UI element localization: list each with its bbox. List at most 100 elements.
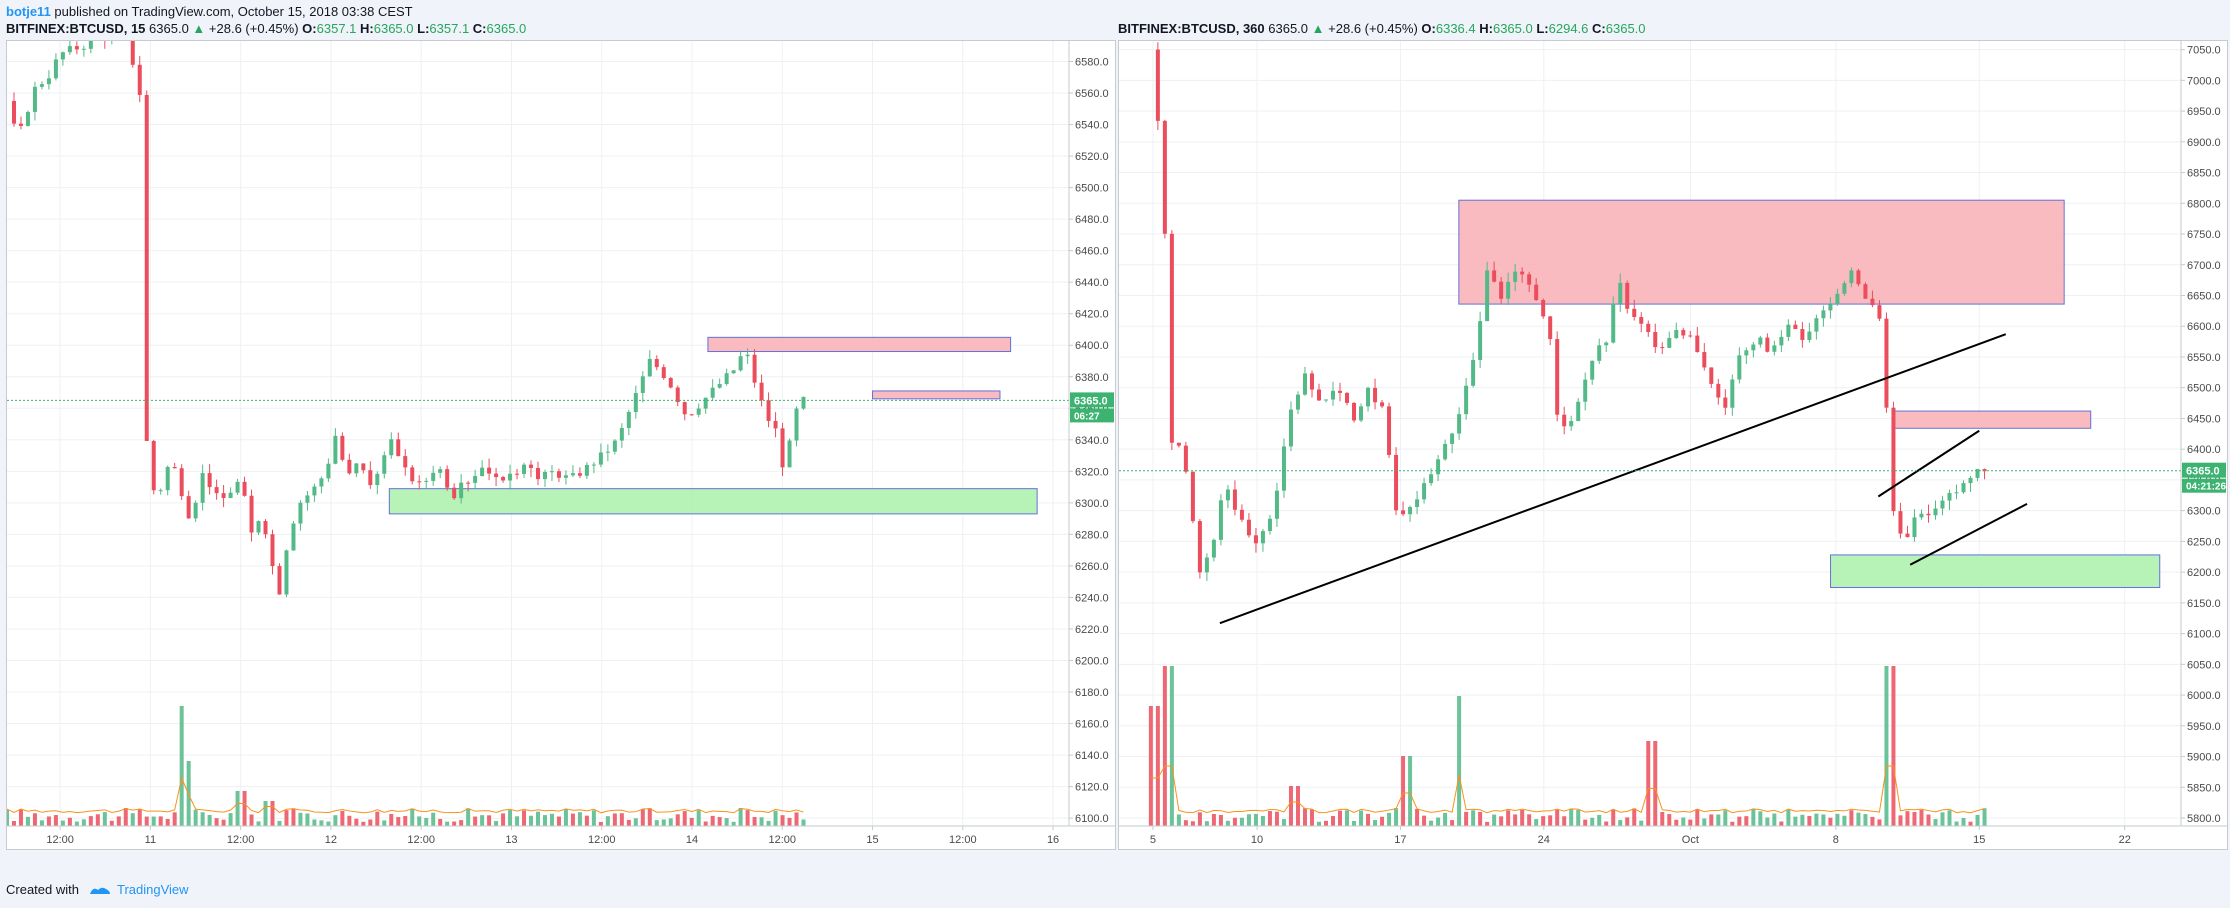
candle-body <box>1912 517 1917 538</box>
volume-bar <box>1919 809 1924 826</box>
volume-bar <box>333 815 338 826</box>
low-value: 6294.6 <box>1548 21 1589 36</box>
candle-body <box>577 473 582 476</box>
volume-bar <box>1267 811 1272 826</box>
volume-bar <box>1716 814 1721 826</box>
candle-body <box>389 439 394 456</box>
volume-bar <box>1961 817 1966 826</box>
candle-body <box>1618 282 1623 304</box>
volume-bar <box>626 819 631 826</box>
candle-body <box>1737 355 1742 380</box>
candle-body <box>1632 308 1637 318</box>
price-tick-label: 6100.0 <box>1075 813 1109 825</box>
volume-bar <box>1982 808 1987 826</box>
volume-bar <box>88 816 93 826</box>
volume-bar <box>738 808 743 826</box>
price-tick-label: 6900.0 <box>2187 137 2221 149</box>
candle-body <box>396 439 401 457</box>
candle-body <box>1331 390 1336 400</box>
volume-bar <box>710 815 715 826</box>
volume-bar <box>1485 821 1490 826</box>
candle-body <box>1253 535 1258 544</box>
close-value: 6365.0 <box>486 21 527 36</box>
candle-body <box>438 469 443 473</box>
volume-bar <box>1401 756 1406 826</box>
last-price-tag-label: 6365.0 <box>1074 395 1108 407</box>
time-tick-label: 16 <box>1047 834 1059 846</box>
volume-bar <box>466 808 471 826</box>
candle-body <box>584 464 589 476</box>
volume-bar <box>1569 808 1574 826</box>
volume-bar <box>396 817 401 826</box>
volume-bar <box>1345 810 1350 826</box>
low-value: 6357.1 <box>429 21 470 36</box>
candle-body <box>1534 284 1539 301</box>
volume-bar <box>1681 817 1686 826</box>
volume-bar <box>1933 819 1938 826</box>
volume-bar <box>1232 817 1237 826</box>
candle-body <box>256 521 261 533</box>
volume-bar <box>1429 820 1434 826</box>
author-link[interactable]: botje11 <box>6 4 51 19</box>
volume-bar <box>1653 741 1658 826</box>
tradingview-logo-icon <box>89 887 110 894</box>
volume-bar <box>137 809 142 826</box>
volume-bar <box>53 815 58 826</box>
candle-body <box>1856 270 1861 285</box>
candle-body <box>605 451 610 453</box>
volume-bar <box>633 818 638 826</box>
candle-body <box>508 473 513 481</box>
candle-body <box>74 46 79 50</box>
chart-panel-15m[interactable]: 6580.0 6560.0 6540.0 6520.0 6500.0 6480.0 6460… <box>5 23 1116 850</box>
volume-bar <box>1576 809 1581 826</box>
candle-body <box>1954 492 1959 494</box>
volume-bar <box>452 821 457 826</box>
price-tick-label: 6400.0 <box>2187 444 2221 456</box>
volume-bar <box>640 809 645 826</box>
volume-bar <box>1176 814 1181 826</box>
candle-body <box>675 387 680 403</box>
candle-body <box>1639 317 1644 324</box>
volume-bar <box>542 815 547 826</box>
candle-body <box>382 455 387 474</box>
volume-bar <box>801 819 806 826</box>
candle-body <box>1387 406 1392 455</box>
candle-body <box>1611 303 1616 343</box>
candle-body <box>67 46 72 53</box>
candle-body <box>361 463 366 471</box>
candle-body <box>172 467 177 469</box>
countdown-label: 04:21:26 <box>2186 482 2226 493</box>
volume-bar <box>221 819 226 826</box>
candle-body <box>1211 539 1216 558</box>
volume-bar <box>1197 812 1202 826</box>
volume-bar <box>1618 820 1623 826</box>
chart-panel-360m[interactable]: 7050.0 7000.0 6950.0 6900.0 6850.0 6800.0 6750… <box>1118 40 2228 850</box>
chart-15m-svg[interactable]: 6580.0 6560.0 6540.0 6520.0 6500.0 6480.0 6460… <box>5 23 1115 849</box>
open-value: 6336.4 <box>1435 21 1476 36</box>
candle-body <box>549 471 554 473</box>
chart-360m-svg[interactable]: 7050.0 7000.0 6950.0 6900.0 6850.0 6800.0 6750… <box>1119 41 2227 849</box>
support-zone <box>1830 554 2161 588</box>
volume-bar <box>647 808 652 826</box>
candle-body <box>1155 49 1160 121</box>
volume-bar <box>766 820 771 826</box>
candle-body <box>1947 492 1952 501</box>
volume-bar <box>249 814 254 826</box>
trendline <box>1219 333 2007 625</box>
tradingview-link[interactable]: TradingView <box>89 882 189 897</box>
publish-info: published on TradingView.com, October 15… <box>54 4 413 19</box>
last-price-tag-label: 6365.0 <box>2186 466 2220 478</box>
volume-bar <box>794 812 799 826</box>
volume-bar <box>1366 813 1371 826</box>
volume-bar <box>1730 821 1735 826</box>
volume-bar <box>1183 820 1188 826</box>
time-tick-label: 12:00 <box>588 834 616 846</box>
candle-body <box>270 534 275 567</box>
candle-body <box>1590 360 1595 380</box>
candle-body <box>794 408 799 441</box>
volume-bar <box>522 810 527 826</box>
price-tick-label: 6500.0 <box>2187 383 2221 395</box>
volume-bar <box>515 816 520 826</box>
countdown-tag <box>2182 478 2226 493</box>
candle-body <box>1366 387 1371 407</box>
